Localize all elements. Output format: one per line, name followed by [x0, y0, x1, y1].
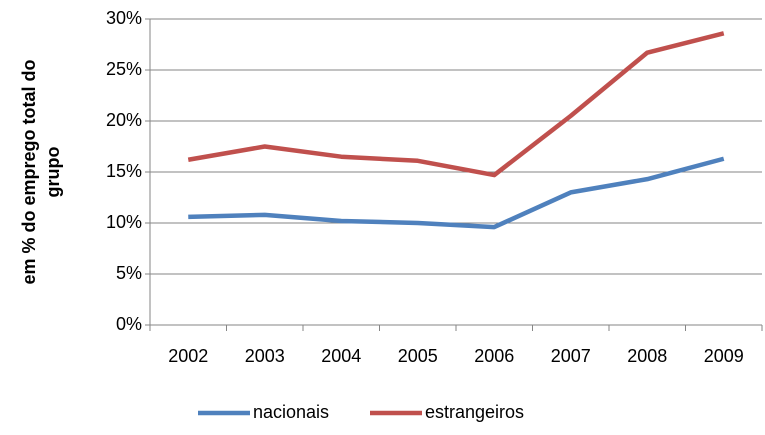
x-tick-label: 2007: [551, 346, 591, 366]
x-tick-label: 2004: [321, 346, 361, 366]
x-tick-label: 2006: [474, 346, 514, 366]
y-tick-label: 20%: [106, 110, 142, 130]
y-tick-label: 30%: [106, 8, 142, 28]
y-tick-label: 5%: [116, 263, 142, 283]
line-series: [188, 156, 725, 230]
line-series: [187, 31, 725, 178]
x-tick-label: 2005: [398, 346, 438, 366]
legend-label: estrangeiros: [425, 402, 524, 422]
x-tick-label: 2002: [168, 346, 208, 366]
y-tick-label: 25%: [106, 59, 142, 79]
y-axis-label: em % do emprego total do: [19, 59, 39, 284]
y-tick-label: 15%: [106, 161, 142, 181]
x-tick-label: 2003: [245, 346, 285, 366]
y-tick-label: 10%: [106, 212, 142, 232]
legend-label: nacionais: [253, 402, 329, 422]
y-tick-label: 0%: [116, 314, 142, 334]
y-axis-label: grupo: [43, 147, 63, 198]
x-tick-label: 2008: [627, 346, 667, 366]
x-tick-label: 2009: [704, 346, 744, 366]
